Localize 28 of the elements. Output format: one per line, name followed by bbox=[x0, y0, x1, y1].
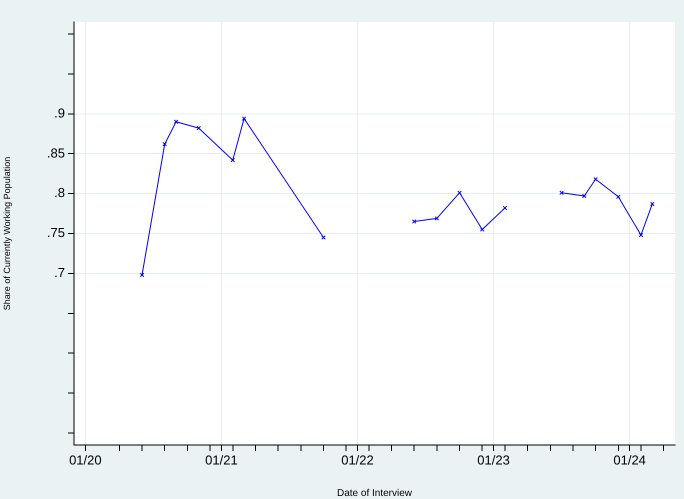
x-tick-label: 01/21 bbox=[205, 452, 238, 468]
x-tick-label: 01/20 bbox=[69, 452, 102, 468]
point bbox=[480, 227, 484, 232]
point bbox=[412, 219, 416, 224]
point bbox=[174, 119, 178, 124]
point bbox=[162, 142, 167, 146]
y-axis-title: Share of Currently Working Population bbox=[2, 156, 12, 310]
point bbox=[502, 206, 508, 210]
point bbox=[593, 176, 598, 182]
point bbox=[559, 190, 564, 196]
x-tick-label: 01/22 bbox=[341, 452, 374, 468]
y-tick-label: .7 bbox=[54, 264, 65, 280]
point bbox=[582, 194, 587, 198]
point bbox=[434, 216, 440, 221]
point bbox=[616, 194, 621, 200]
y-tick-label: .75 bbox=[46, 225, 65, 240]
x-tick-label: 01/23 bbox=[477, 452, 510, 468]
point bbox=[457, 190, 462, 196]
y-tick-label: .8 bbox=[54, 185, 65, 200]
y-tick-label: .85 bbox=[46, 145, 65, 160]
y-tick-label: .9 bbox=[54, 105, 65, 120]
x-axis-title: Date of Interview bbox=[336, 488, 413, 499]
point bbox=[638, 232, 644, 238]
point bbox=[196, 126, 202, 130]
point bbox=[321, 235, 326, 240]
point bbox=[230, 158, 236, 162]
point bbox=[242, 116, 246, 121]
x-tick-label: 01/24 bbox=[613, 452, 646, 468]
